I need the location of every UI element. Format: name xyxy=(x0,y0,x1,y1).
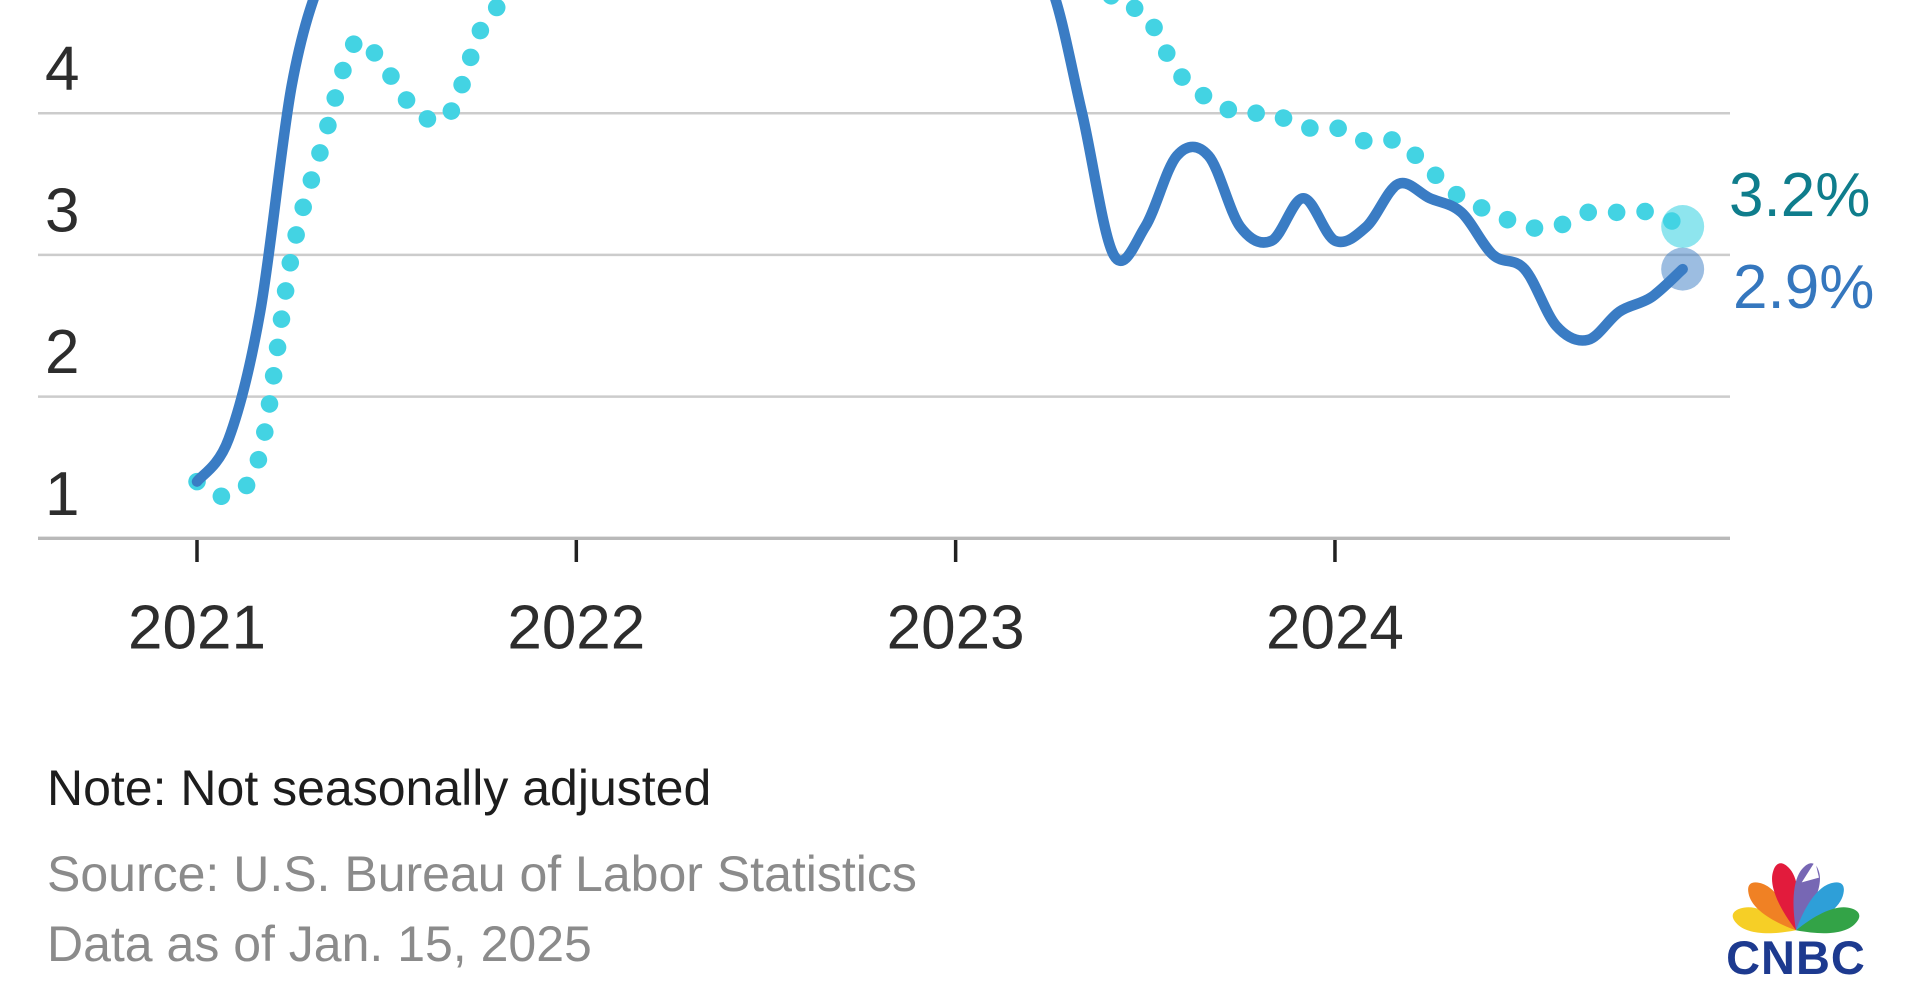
y-tick-label: 4 xyxy=(45,35,79,104)
series-dotted-cyan-line xyxy=(188,0,1692,506)
series-solid-blue-line xyxy=(191,0,1688,487)
y-tick-label: 3 xyxy=(45,176,79,245)
chart-note: Note: Not seasonally adjusted xyxy=(47,760,712,816)
y-tick-label: 1 xyxy=(45,460,79,529)
chart-source: Source: U.S. Bureau of Labor Statistics xyxy=(47,846,917,902)
chart-data-as-of: Data as of Jan. 15, 2025 xyxy=(47,916,592,972)
cnbc-peacock-icon xyxy=(1732,861,1860,934)
peacock-feathers xyxy=(1732,861,1860,934)
peacock-beak-notch xyxy=(1801,861,1819,883)
y-tick-label: 2 xyxy=(45,318,79,387)
x-tick-label: 2022 xyxy=(507,594,645,663)
solid-series-end-value: 2.9% xyxy=(1733,253,1875,322)
end-dot-dotted-cyan-line xyxy=(1661,205,1705,249)
x-tick-label: 2021 xyxy=(128,594,266,663)
x-tick-label: 2023 xyxy=(887,594,1025,663)
dotted-series-end-value: 3.2% xyxy=(1729,161,1871,230)
x-tick-label: 2024 xyxy=(1266,594,1404,663)
cnbc-logo: CNBC xyxy=(1722,850,1870,981)
cnbc-wordmark: CNBC xyxy=(1726,931,1866,984)
end-dot-solid-blue-line xyxy=(1661,247,1705,291)
